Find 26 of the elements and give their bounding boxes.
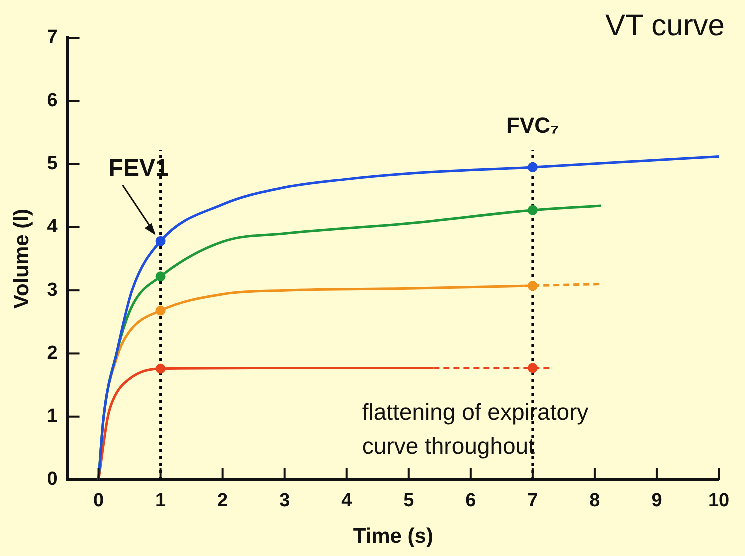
ref-line-label: FVC₇ <box>506 113 560 138</box>
x-tick-label: 4 <box>342 490 353 512</box>
x-tick-label: 3 <box>280 490 290 512</box>
y-tick-label: 7 <box>47 27 58 48</box>
y-tick-label: 3 <box>47 280 58 301</box>
y-tick-label: 5 <box>47 154 58 175</box>
annotation: flattening of expiratory curve throughout <box>362 399 590 460</box>
x-tick-label: 0 <box>93 490 104 512</box>
x-tick-label: 9 <box>652 490 662 512</box>
x-tick-label: 10 <box>708 490 730 512</box>
y-tick-label: 0 <box>47 469 58 490</box>
x-tick-label: 5 <box>404 490 415 512</box>
x-tick-label: 1 <box>156 490 167 512</box>
x-tick-label: 7 <box>528 490 538 512</box>
x-tick-label: 2 <box>218 490 228 512</box>
line-series <box>98 155 719 480</box>
y-tick-label: 2 <box>47 342 58 364</box>
chart-title: VT curve <box>606 9 725 42</box>
y-axis-title: Volume (l) <box>10 209 34 309</box>
annotation: FEV1 <box>108 154 169 182</box>
x-tick-label: 6 <box>466 490 476 512</box>
y-tick-label: 6 <box>47 90 58 112</box>
y-tick-label: 4 <box>47 216 58 238</box>
y-tick-label: 1 <box>47 406 58 428</box>
x-tick-label: 8 <box>590 490 600 512</box>
x-axis-title: Time (s) <box>353 525 434 548</box>
